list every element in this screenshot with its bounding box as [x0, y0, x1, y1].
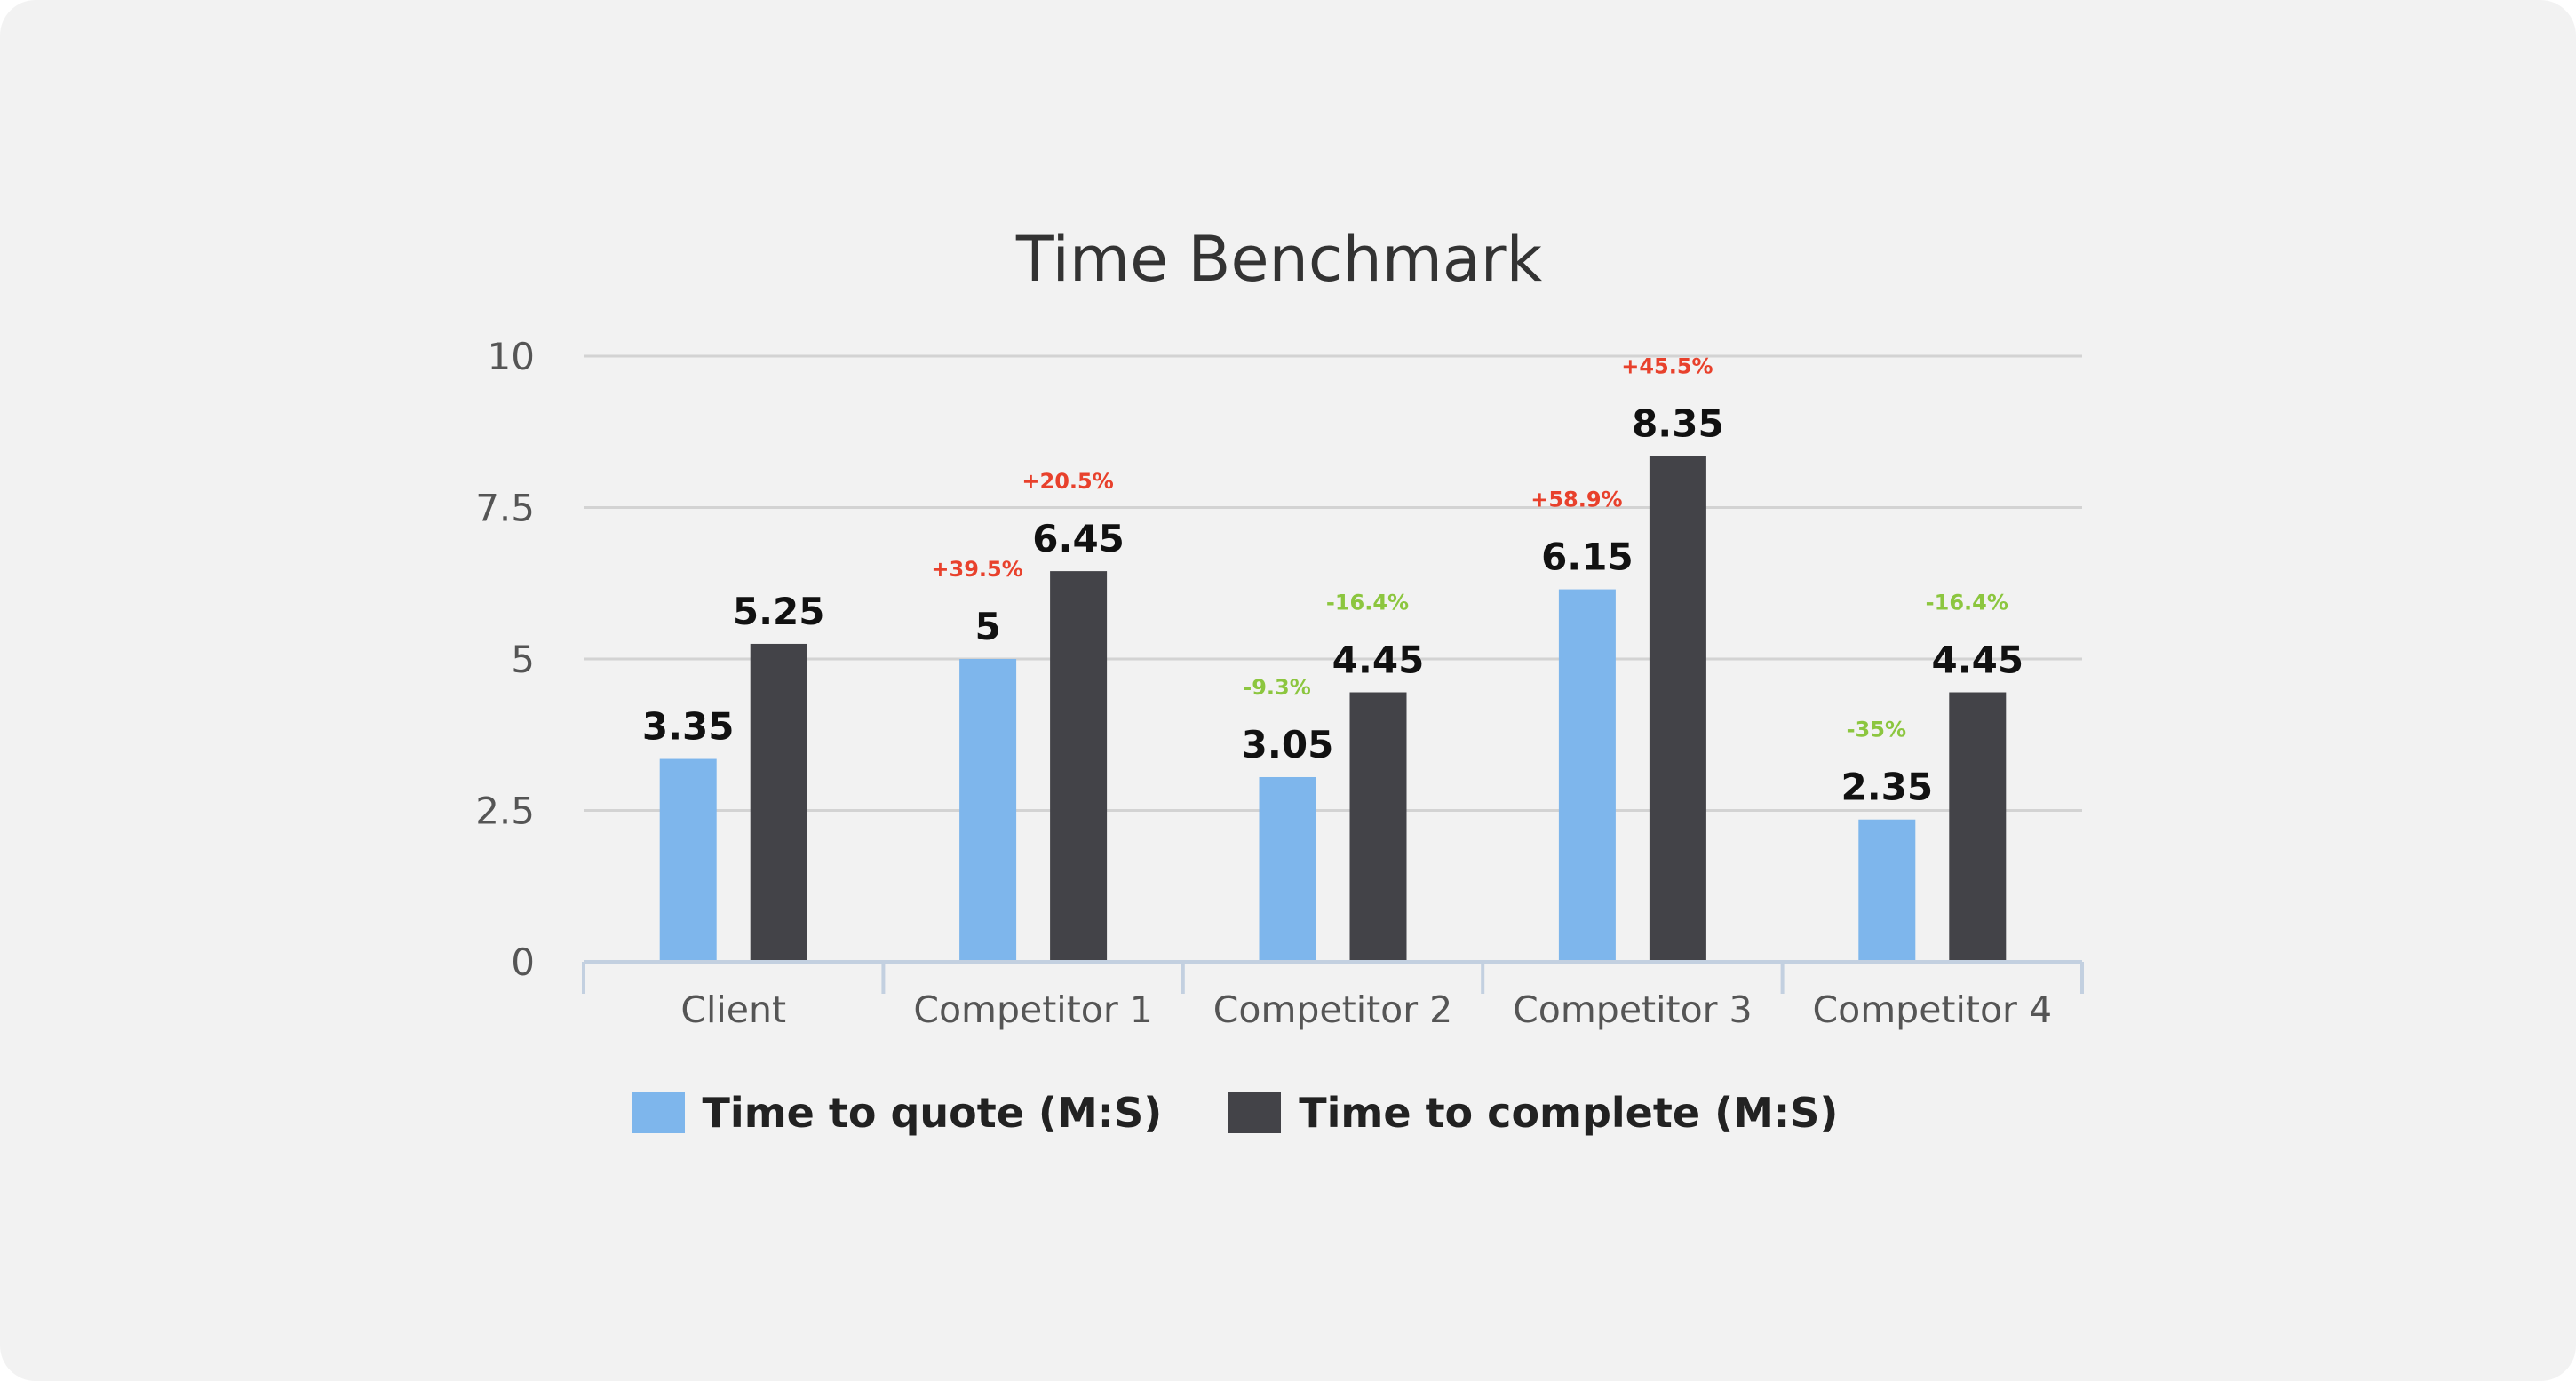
- percent-annotation: -35%: [1847, 718, 1906, 742]
- y-tick-label: 2.5: [475, 790, 535, 833]
- data-label: 3.05: [1242, 723, 1334, 766]
- x-tick-label: Competitor 4: [1813, 988, 2053, 1031]
- data-label: 4.45: [1931, 639, 2023, 682]
- percent-annotation: -9.3%: [1243, 675, 1311, 700]
- bar-time-to-quote-competitor-4: [1858, 819, 1916, 962]
- legend-item-quote[interactable]: Time to quote (M:S): [631, 1089, 1163, 1137]
- y-tick-label: 0: [511, 941, 535, 984]
- bar-time-to-complete-competitor-3: [1649, 456, 1706, 962]
- percent-annotation: -16.4%: [1926, 591, 2008, 615]
- legend-label-complete: Time to complete (M:S): [1299, 1089, 1839, 1137]
- data-label: 6.45: [1032, 517, 1125, 560]
- percent-annotation: +39.5%: [931, 557, 1022, 582]
- data-label: 6.15: [1541, 536, 1634, 579]
- bar-time-to-complete-client: [750, 643, 807, 962]
- x-tick-label: Competitor 1: [913, 988, 1153, 1031]
- percent-annotation: +20.5%: [1022, 469, 1113, 494]
- bar-time-to-quote-competitor-1: [959, 659, 1017, 962]
- y-tick-label: 7.5: [475, 487, 535, 530]
- x-tick-label: Competitor 3: [1513, 988, 1753, 1031]
- data-label: 3.35: [642, 705, 735, 749]
- legend-item-complete[interactable]: Time to complete (M:S): [1228, 1089, 1838, 1137]
- data-label: 4.45: [1332, 639, 1425, 682]
- bar-time-to-complete-competitor-2: [1349, 692, 1407, 962]
- data-label: 8.35: [1632, 402, 1724, 446]
- percent-annotation: +58.9%: [1530, 488, 1622, 512]
- bar-time-to-quote-client: [659, 758, 717, 962]
- bar-time-to-complete-competitor-4: [1949, 692, 2007, 962]
- y-tick-label: 5: [511, 638, 535, 681]
- data-label: 5.25: [733, 590, 825, 633]
- legend-label-quote: Time to quote (M:S): [702, 1089, 1163, 1137]
- x-tick-label: Client: [680, 988, 786, 1031]
- x-tick-label: Competitor 2: [1213, 988, 1453, 1031]
- legend-swatch-complete: [1228, 1092, 1282, 1133]
- legend: Time to quote (M:S) Time to complete (M:…: [0, 1089, 2523, 1137]
- data-label: 5: [974, 605, 1000, 648]
- legend-swatch-quote: [631, 1092, 685, 1133]
- bar-time-to-quote-competitor-2: [1259, 776, 1316, 962]
- data-label: 2.35: [1841, 766, 1933, 809]
- bar-time-to-complete-competitor-1: [1050, 571, 1108, 962]
- y-tick-label: 10: [488, 335, 535, 378]
- percent-annotation: -16.4%: [1326, 591, 1409, 615]
- bar-time-to-quote-competitor-3: [1558, 589, 1616, 962]
- percent-annotation: +45.5%: [1621, 354, 1713, 379]
- chart-title: Time Benchmark: [1015, 223, 1543, 296]
